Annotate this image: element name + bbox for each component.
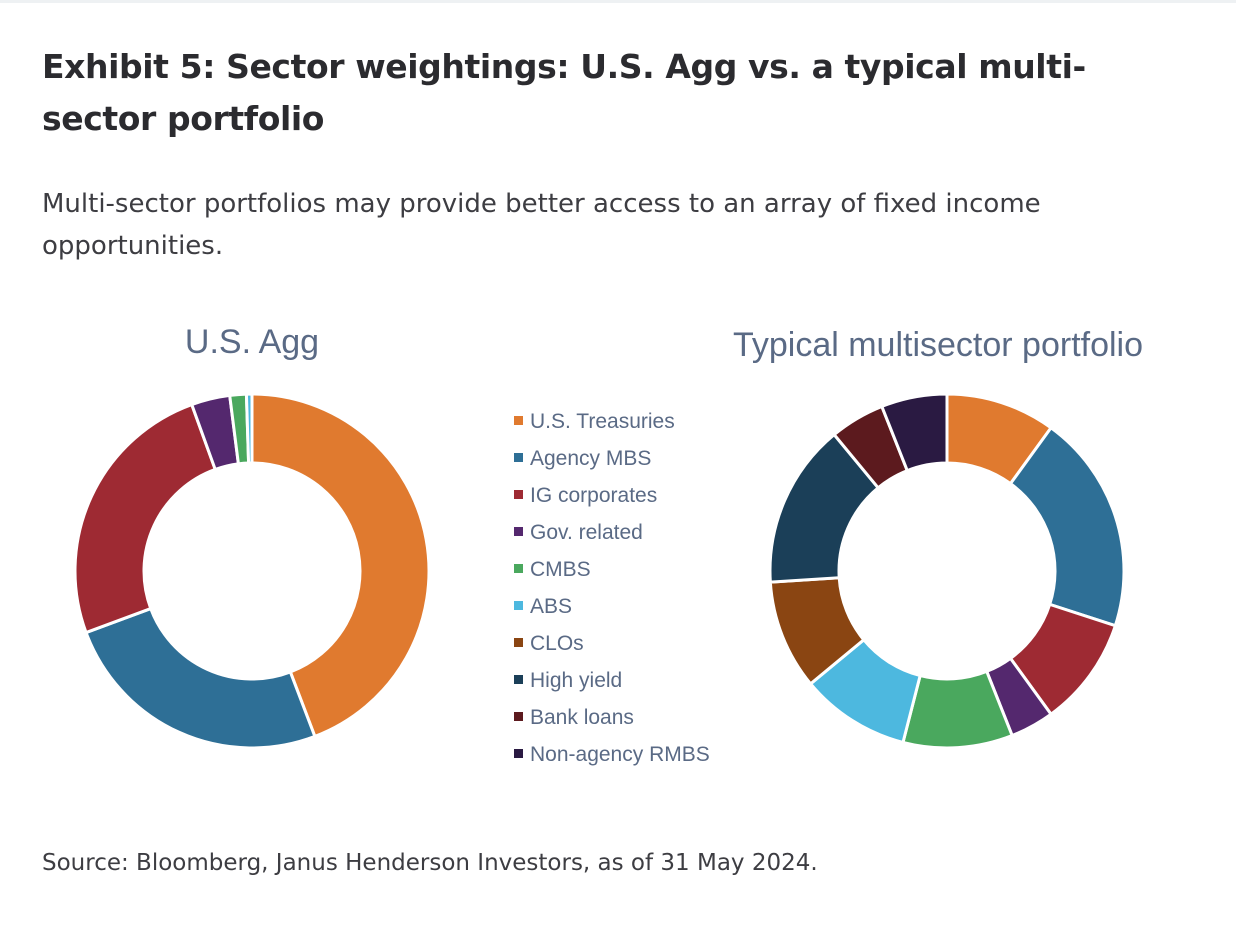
multisector-slice-non-agency-rmbs xyxy=(879,392,949,473)
donut-us-agg xyxy=(73,392,431,750)
us-agg-slice-abs xyxy=(244,392,254,465)
us-agg-slice-ig-corporates xyxy=(73,402,218,635)
legend-label-cmbs: CMBS xyxy=(530,558,591,581)
chart-legend: U.S. Treasuries Agency MBS IG corporates Go… xyxy=(514,410,710,766)
legend-swatch-bank-loans xyxy=(514,712,523,721)
legend-swatch-gov-related xyxy=(514,527,523,536)
chart-title-multisector: Typical multisector portfolio xyxy=(733,326,1143,364)
legend-label-non-agency-rmbs: Non-agency RMBS xyxy=(530,743,710,766)
legend-label-abs: ABS xyxy=(530,595,572,618)
legend-label-u-s-treasuries: U.S. Treasuries xyxy=(530,410,675,433)
donut-charts-figure: U.S. Agg Typical multisector portfolio U… xyxy=(73,323,1143,766)
us-agg-slice-agency-mbs xyxy=(84,606,317,750)
legend-label-agency-mbs: Agency MBS xyxy=(530,447,651,470)
legend-swatch-clos xyxy=(514,638,523,647)
donut-multisector xyxy=(768,392,1126,750)
legend-swatch-cmbs xyxy=(514,564,523,573)
legend-swatch-high-yield xyxy=(514,675,523,684)
exhibit-title: Exhibit 5: Sector weightings: U.S. Agg v… xyxy=(42,47,1086,138)
legend-label-bank-loans: Bank loans xyxy=(530,706,634,729)
us-agg-slice-u-s-treasuries xyxy=(250,392,431,739)
multisector-slice-agency-mbs xyxy=(1008,425,1126,628)
legend-swatch-u-s-treasuries xyxy=(514,416,523,425)
legend-label-gov-related: Gov. related xyxy=(530,521,643,544)
legend-swatch-non-agency-rmbs xyxy=(514,749,523,758)
legend-swatch-abs xyxy=(514,601,523,610)
legend-label-clos: CLOs xyxy=(530,632,584,655)
legend-swatch-agency-mbs xyxy=(514,453,523,462)
chart-title-us-agg: U.S. Agg xyxy=(185,323,319,361)
legend-label-ig-corporates: IG corporates xyxy=(530,484,657,507)
source-note: Source: Bloomberg, Janus Henderson Inves… xyxy=(42,850,818,876)
legend-swatch-ig-corporates xyxy=(514,490,523,499)
legend-label-high-yield: High yield xyxy=(530,669,622,692)
exhibit-subtitle: Multi-sector portfolios may provide bett… xyxy=(42,189,1041,261)
